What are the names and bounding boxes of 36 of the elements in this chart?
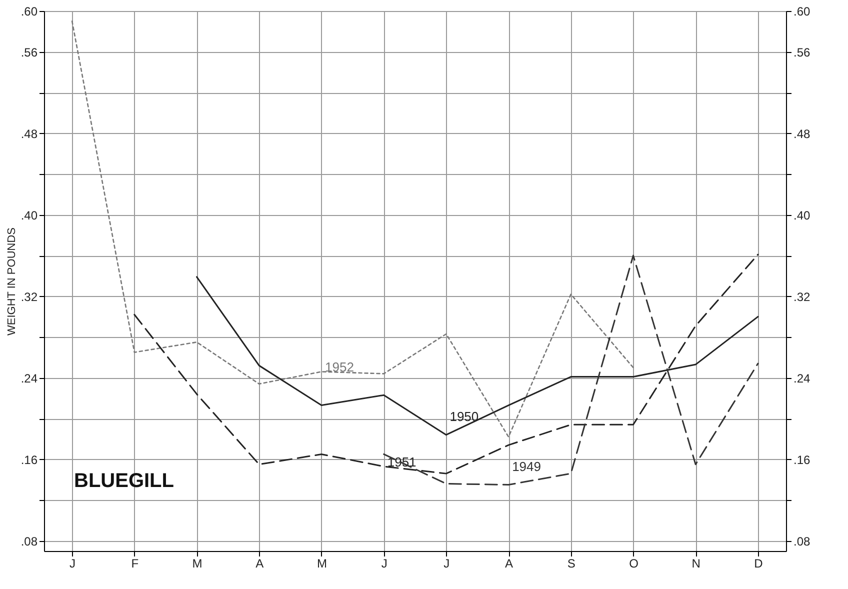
y2-tick-label: .16 (794, 452, 811, 467)
x-tick-label: D (754, 556, 764, 570)
y2-tick-label: .08 (794, 534, 811, 548)
y2-tick-label: .56 (794, 45, 811, 60)
y-tick-label: .08 (20, 534, 38, 548)
y2-tick-label: .40 (794, 208, 811, 222)
x-tick-label: J (381, 556, 388, 570)
y-tick-label: .56 (20, 45, 38, 60)
y-axis-title: WEIGHT IN POUNDS (6, 228, 18, 336)
x-tick-label: J (444, 556, 450, 570)
y2-tick-label: .48 (794, 126, 811, 141)
x-tick-label: F (131, 556, 139, 570)
x-tick-label: A (256, 556, 264, 570)
y2-tick-label: .32 (794, 290, 811, 304)
line-series (383, 254, 759, 486)
line-series (134, 254, 759, 474)
line-series (71, 20, 634, 438)
x-tick-label: O (629, 556, 638, 570)
x-tick-label: M (192, 556, 202, 570)
y-tick-label: .24 (20, 371, 38, 386)
annotation: BLUEGILL (74, 470, 174, 492)
x-tick-label: S (567, 556, 576, 570)
y2-tick-label: .24 (794, 371, 811, 386)
x-tick-label: J (70, 556, 76, 570)
x-tick-label: M (316, 556, 327, 570)
x-tick-label: A (505, 556, 514, 570)
y-tick-label: .48 (20, 126, 38, 141)
series-label: 1952 (325, 360, 354, 375)
y-tick-label: .32 (20, 290, 38, 304)
y-tick-label: .16 (20, 452, 38, 467)
y2-tick-label: .60 (794, 4, 811, 18)
series-label: 1950 (450, 408, 479, 424)
series-label: 1949 (512, 458, 541, 474)
x-tick-label: N (692, 556, 700, 570)
y-tick-label: .60 (20, 4, 38, 18)
y-tick-label: .40 (20, 208, 38, 222)
